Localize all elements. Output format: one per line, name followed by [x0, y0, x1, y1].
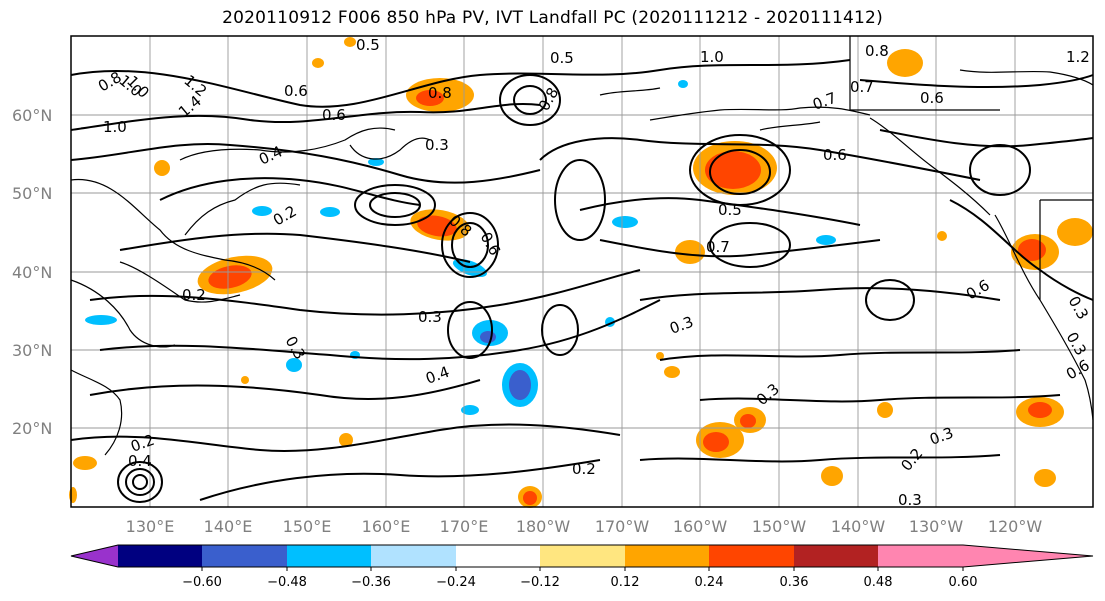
- contour-label: 0.6: [920, 89, 944, 107]
- lon-label: 170°E: [440, 517, 489, 536]
- colorbar-segment: [202, 545, 287, 567]
- contour-label: 0.3: [425, 136, 449, 154]
- contour-label: 0.5: [550, 49, 574, 67]
- shaded-anomalies: [69, 37, 1093, 508]
- colorbar-extend-high: [963, 545, 1093, 567]
- colorbar-tick-label: 0.48: [864, 575, 893, 590]
- lon-label: 140°E: [204, 517, 253, 536]
- contour-label: 0.8: [865, 42, 889, 60]
- map-panel: 0.5 1.0 0.8 1.0 1.2 0.6 0.8 0.5 1.0 0.8 …: [69, 35, 1094, 509]
- contour-label: 0.6: [322, 106, 346, 124]
- lon-label: 160°W: [673, 517, 728, 536]
- lat-label-20n: 20°N: [12, 419, 52, 438]
- lon-label: 180°W: [516, 517, 571, 536]
- colorbar-segment: [287, 545, 371, 567]
- colorbar-segment: [456, 545, 540, 567]
- lon-label: 120°W: [988, 517, 1043, 536]
- map-title: 2020110912 F006 850 hPa PV, IVT Landfall…: [222, 8, 883, 28]
- lon-label: 170°W: [595, 517, 650, 536]
- contour-label: 0.7: [850, 78, 874, 96]
- contour-label: 0.2: [572, 460, 596, 478]
- map-frame: [70, 35, 1094, 508]
- contour-label: 0.6: [823, 146, 847, 164]
- colorbar-tick-label: 0.12: [611, 575, 640, 590]
- contour-label: 1.2: [1066, 48, 1090, 66]
- colorbar-extend-low: [71, 545, 118, 567]
- colorbar-tick-label: 0.60: [949, 575, 978, 590]
- colorbar-tick-label: −0.12: [520, 575, 560, 590]
- lon-label: 130°E: [126, 517, 175, 536]
- contour-label: 0.5: [356, 36, 380, 54]
- latitude-labels: 60°N 50°N 40°N 30°N 20°N: [12, 106, 52, 438]
- longitude-labels: 130°E 140°E 150°E 160°E 170°E 180°W 170°…: [126, 517, 1043, 536]
- contour-label: 1.0: [103, 118, 127, 136]
- lon-label: 140°W: [831, 517, 886, 536]
- colorbar-segment: [118, 545, 202, 567]
- lat-label-40n: 40°N: [12, 263, 52, 282]
- colorbar-tick-label: −0.24: [436, 575, 476, 590]
- graticule: [71, 36, 1093, 507]
- colorbar-segment: [794, 545, 878, 567]
- lon-label: 160°E: [362, 517, 411, 536]
- lon-label: 130°W: [909, 517, 964, 536]
- lon-label: 150°W: [752, 517, 807, 536]
- lat-label-50n: 50°N: [12, 184, 52, 203]
- colorbar-segment: [709, 545, 794, 567]
- contour-label: 0.6: [284, 82, 308, 100]
- colorbar-segment: [371, 545, 456, 567]
- lat-label-30n: 30°N: [12, 341, 52, 360]
- colorbar-tick-label: 0.24: [695, 575, 724, 590]
- contour-label: 0.4: [128, 452, 152, 470]
- contour-label: 0.5: [718, 201, 742, 219]
- lat-label-60n: 60°N: [12, 106, 52, 125]
- contour-label: 0.2: [182, 286, 206, 304]
- colorbar-segment: [878, 545, 963, 567]
- contour-label: 1.0: [700, 48, 724, 66]
- contour-lines: [70, 59, 1094, 503]
- colorbar-tick-label: −0.60: [182, 575, 222, 590]
- contour-label: 0.7: [706, 238, 730, 256]
- colorbar: −0.60 −0.48 −0.36 −0.24 −0.12 0.12 0.24 …: [70, 544, 1094, 590]
- colorbar-segment: [625, 545, 709, 567]
- contour-label: 0.3: [898, 491, 922, 509]
- contour-label: 0.8: [428, 84, 452, 102]
- colorbar-tick-label: 0.36: [780, 575, 809, 590]
- colorbar-tick-label: −0.48: [267, 575, 307, 590]
- colorbar-segment: [540, 545, 625, 567]
- lon-label: 150°E: [283, 517, 332, 536]
- colorbar-tick-label: −0.36: [351, 575, 391, 590]
- contour-label: 0.3: [418, 308, 442, 326]
